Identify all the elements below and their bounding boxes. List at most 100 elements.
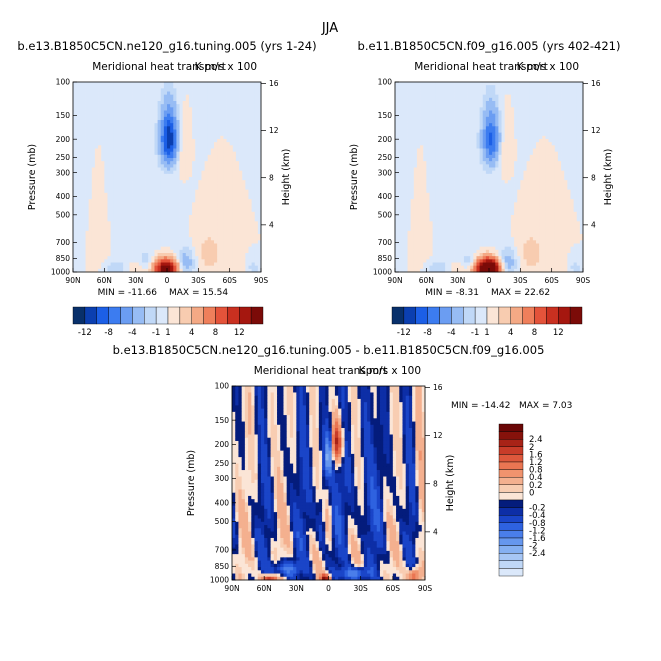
heatmap-cell [163,256,168,260]
heatmap-cell [257,116,262,121]
heatmap-cell [73,186,77,191]
heatmap-cell [113,240,118,244]
heatmap-cell [101,120,105,124]
heatmap-cell [182,180,187,184]
heatmap-cell [79,110,83,115]
heatmap-cell [157,161,162,165]
heatmap-cell [463,101,468,105]
heatmap-cell [479,101,484,105]
heatmap-cell [235,177,240,181]
heatmap-cell [201,189,205,194]
heatmap-cell [429,120,433,124]
heatmap-cell [126,82,130,86]
heatmap-cell [129,202,133,206]
heatmap-cell [401,110,405,115]
heatmap-cell [254,107,259,111]
heatmap-cell [170,215,174,219]
panel-case-title: b.e11.B1850C5CN.f09_g16.005 (yrs 402-421… [358,39,621,53]
heatmap-cell [107,186,111,191]
heatmap-cell [138,224,143,229]
heatmap-cell [561,82,565,86]
heatmap-cell [204,126,209,130]
heatmap-cell [207,135,212,140]
heatmap-cell [176,126,180,130]
heatmap-cell [82,82,86,86]
heatmap-cell [495,116,499,121]
heatmap-cell [451,82,455,86]
heatmap-cell [423,113,427,118]
heatmap-cell [157,199,162,203]
heatmap-cell [242,202,246,206]
heatmap-cell [470,135,474,140]
heatmap-cell [542,132,546,137]
heatmap-cell [501,142,506,146]
heatmap-cell [248,164,252,168]
heatmap-cell [94,208,99,213]
heatmap-cell [529,110,534,115]
heatmap-cell [145,189,149,194]
heatmap-cell [160,211,165,216]
heatmap-cell [498,91,502,96]
heatmap-cell [532,88,537,92]
heatmap-cell [410,139,415,143]
heatmap-cell [79,215,83,219]
heatmap-cell [116,139,121,143]
heatmap-cell [141,142,146,146]
heatmap-cell [192,243,196,248]
heatmap-cell [239,240,243,244]
heatmap-cell [420,85,424,89]
heatmap-cell [132,253,137,257]
heatmap-cell [242,215,246,219]
heatmap-cell [251,82,256,86]
heatmap-cell [454,107,459,111]
heatmap-cell [151,189,155,194]
heatmap-cell [214,177,218,181]
heatmap-cell [567,135,571,140]
heatmap-cell [204,183,209,187]
heatmap-cell [107,230,111,235]
heatmap-cell [564,85,568,89]
heatmap-cell [545,88,549,92]
heatmap-cell [107,173,111,178]
heatmap-cell [576,116,581,121]
heatmap-cell [542,82,546,86]
heatmap-cell [207,129,212,134]
heatmap-cell [157,234,162,238]
heatmap-cell [438,97,443,102]
heatmap-cell [188,256,193,260]
heatmap-cell [141,139,146,143]
heatmap-cell [457,113,462,118]
heatmap-cell [557,126,562,130]
heatmap-cell [239,243,243,248]
heatmap-cell [223,180,227,184]
heatmap-cell [248,107,252,111]
heatmap-cell [451,148,455,153]
heatmap-cell [239,167,243,172]
heatmap-cell [73,142,77,146]
heatmap-cell [145,104,149,108]
heatmap-cell [223,249,227,254]
heatmap-cell [520,85,524,89]
heatmap-cell [107,208,111,213]
heatmap-cell [207,120,212,124]
heatmap-cell [141,234,146,238]
heatmap-cell [79,196,83,200]
heatmap-cell [442,142,446,146]
heatmap-cell [229,224,234,229]
heatmap-cell [135,132,140,137]
heatmap-cell [107,142,111,146]
heatmap-cell [476,120,480,124]
heatmap-cell [523,104,527,108]
heatmap-cell [73,230,77,235]
heatmap-cell [532,120,537,124]
heatmap-cell [76,199,80,203]
heatmap-cell [413,126,418,130]
heatmap-cell [167,215,171,219]
heatmap-cell [254,132,259,137]
heatmap-cell [232,145,237,149]
heatmap-cell [498,126,502,130]
heatmap-cell [179,85,184,89]
colorbar-swatch [72,306,86,325]
heatmap-cell [82,132,86,137]
heatmap-cell [235,196,240,200]
